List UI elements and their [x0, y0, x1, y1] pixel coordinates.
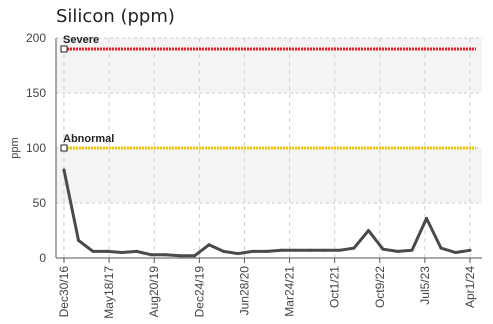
- data-point: [178, 254, 182, 258]
- data-point: [193, 254, 196, 258]
- data-point: [106, 249, 109, 253]
- x-tick-label: Dec24/19: [192, 266, 206, 318]
- y-tick-label: 50: [33, 196, 47, 210]
- x-tick-label: Apr1/24: [463, 266, 477, 308]
- data-point: [149, 253, 153, 257]
- data-point: [251, 249, 254, 253]
- data-point: [62, 168, 66, 172]
- data-point: [323, 248, 327, 252]
- data-point: [222, 249, 225, 253]
- data-point: [396, 249, 399, 253]
- data-point: [381, 247, 385, 251]
- x-tick-label: Oct9/22: [373, 266, 387, 308]
- data-point: [120, 251, 124, 254]
- y-tick-label: 150: [26, 86, 46, 100]
- data-point: [236, 252, 240, 256]
- x-tick-label: Dec30/16: [57, 266, 71, 318]
- y-tick-label: 200: [26, 31, 46, 45]
- data-point: [352, 246, 356, 250]
- data-point: [294, 248, 298, 252]
- y-tick-label: 100: [26, 141, 46, 155]
- data-point: [439, 246, 443, 250]
- reference-marker: [60, 144, 68, 152]
- chart-title: Silicon (ppm): [56, 6, 175, 27]
- data-point: [91, 249, 95, 253]
- x-tick-label: Mar24/21: [283, 266, 297, 317]
- y-tick-label: 0: [39, 251, 46, 265]
- data-point: [454, 251, 457, 254]
- data-point: [468, 248, 472, 252]
- data-point: [135, 249, 138, 253]
- x-tick-label: May18/17: [102, 266, 116, 319]
- data-point: [265, 249, 269, 253]
- x-tick-label: Jul5/23: [418, 266, 432, 305]
- data-point: [425, 216, 428, 220]
- plot-band: [56, 93, 482, 148]
- x-tick-label: Oct1/21: [328, 266, 342, 308]
- data-point: [164, 253, 167, 257]
- reference-label: Severe: [63, 34, 99, 46]
- data-point: [77, 238, 80, 242]
- y-axis-label: ppm: [9, 137, 21, 158]
- reference-label: Abnormal: [63, 133, 114, 145]
- data-point: [309, 248, 312, 252]
- plot-band: [56, 38, 482, 93]
- data-point: [367, 229, 370, 232]
- x-tick-label: Aug20/19: [147, 266, 161, 318]
- plot-band: [56, 148, 482, 203]
- data-point: [410, 248, 414, 252]
- x-tick-label: Jun28/20: [237, 266, 251, 316]
- reference-marker: [60, 45, 68, 53]
- data-point: [207, 243, 211, 247]
- data-point: [280, 248, 283, 252]
- data-point: [338, 248, 341, 252]
- plot-band: [56, 203, 482, 258]
